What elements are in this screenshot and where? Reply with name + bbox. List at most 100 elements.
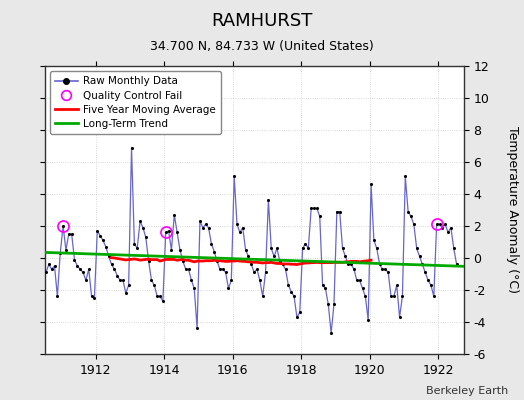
- Text: 34.700 N, 84.733 W (United States): 34.700 N, 84.733 W (United States): [150, 40, 374, 53]
- Point: [59, 223, 67, 229]
- Point: [145, 258, 153, 264]
- Point: [230, 173, 238, 180]
- Point: [53, 293, 61, 300]
- Point: [127, 144, 136, 151]
- Point: [281, 266, 290, 272]
- Point: [147, 277, 156, 284]
- Point: [438, 224, 446, 231]
- Point: [238, 224, 247, 231]
- Point: [190, 285, 199, 292]
- Point: [139, 224, 147, 231]
- Point: [353, 277, 361, 284]
- Y-axis label: Temperature Anomaly (°C): Temperature Anomaly (°C): [506, 126, 519, 294]
- Point: [358, 285, 367, 292]
- Point: [39, 258, 47, 264]
- Point: [355, 277, 364, 284]
- Point: [424, 277, 432, 284]
- Point: [233, 221, 241, 228]
- Point: [335, 208, 344, 215]
- Point: [430, 293, 438, 300]
- Point: [261, 269, 270, 276]
- Point: [273, 245, 281, 252]
- Point: [324, 301, 333, 308]
- Point: [333, 208, 341, 215]
- Point: [416, 253, 424, 260]
- Point: [173, 229, 181, 236]
- Point: [201, 221, 210, 228]
- Point: [293, 314, 301, 320]
- Point: [435, 221, 444, 228]
- Point: [207, 240, 215, 247]
- Point: [290, 293, 298, 300]
- Point: [216, 266, 224, 272]
- Point: [62, 247, 70, 253]
- Point: [196, 218, 204, 224]
- Point: [130, 240, 138, 247]
- Point: [242, 247, 250, 253]
- Point: [48, 266, 56, 272]
- Point: [33, 250, 41, 256]
- Point: [412, 245, 421, 252]
- Point: [204, 224, 213, 231]
- Point: [133, 245, 141, 252]
- Point: [153, 293, 161, 300]
- Point: [79, 269, 87, 276]
- Point: [167, 247, 176, 253]
- Point: [247, 261, 256, 268]
- Point: [184, 266, 193, 272]
- Point: [447, 224, 455, 231]
- Point: [253, 266, 261, 272]
- Point: [102, 244, 110, 250]
- Point: [370, 237, 378, 244]
- Point: [179, 258, 187, 264]
- Point: [36, 260, 45, 266]
- Point: [159, 298, 167, 304]
- Point: [236, 229, 244, 236]
- Point: [84, 266, 93, 272]
- Point: [364, 317, 373, 324]
- Point: [299, 245, 307, 252]
- Point: [418, 261, 427, 268]
- Point: [444, 229, 452, 236]
- Legend: Raw Monthly Data, Quality Control Fail, Five Year Moving Average, Long-Term Tren: Raw Monthly Data, Quality Control Fail, …: [50, 71, 221, 134]
- Point: [441, 221, 450, 228]
- Point: [398, 293, 407, 300]
- Point: [313, 205, 321, 212]
- Point: [396, 314, 404, 320]
- Point: [156, 293, 164, 300]
- Point: [250, 269, 258, 276]
- Point: [93, 228, 102, 234]
- Point: [113, 272, 122, 279]
- Point: [187, 277, 195, 284]
- Point: [136, 218, 144, 224]
- Point: [347, 261, 355, 268]
- Point: [50, 263, 59, 269]
- Point: [421, 269, 430, 276]
- Point: [213, 258, 221, 264]
- Point: [296, 309, 304, 316]
- Point: [96, 232, 104, 239]
- Point: [258, 293, 267, 300]
- Point: [181, 266, 190, 272]
- Point: [64, 231, 73, 237]
- Point: [284, 282, 292, 288]
- Point: [452, 261, 461, 268]
- Point: [68, 231, 76, 237]
- Point: [122, 290, 130, 296]
- Point: [73, 263, 82, 269]
- Point: [224, 285, 233, 292]
- Point: [330, 301, 338, 308]
- Point: [42, 269, 50, 276]
- Point: [375, 261, 384, 268]
- Point: [392, 282, 401, 288]
- Point: [450, 245, 458, 252]
- Point: [28, 194, 36, 200]
- Point: [119, 277, 127, 284]
- Point: [407, 213, 415, 220]
- Point: [307, 205, 315, 212]
- Point: [278, 261, 287, 268]
- Point: [410, 221, 418, 228]
- Point: [110, 266, 118, 272]
- Point: [104, 253, 113, 260]
- Point: [70, 256, 79, 263]
